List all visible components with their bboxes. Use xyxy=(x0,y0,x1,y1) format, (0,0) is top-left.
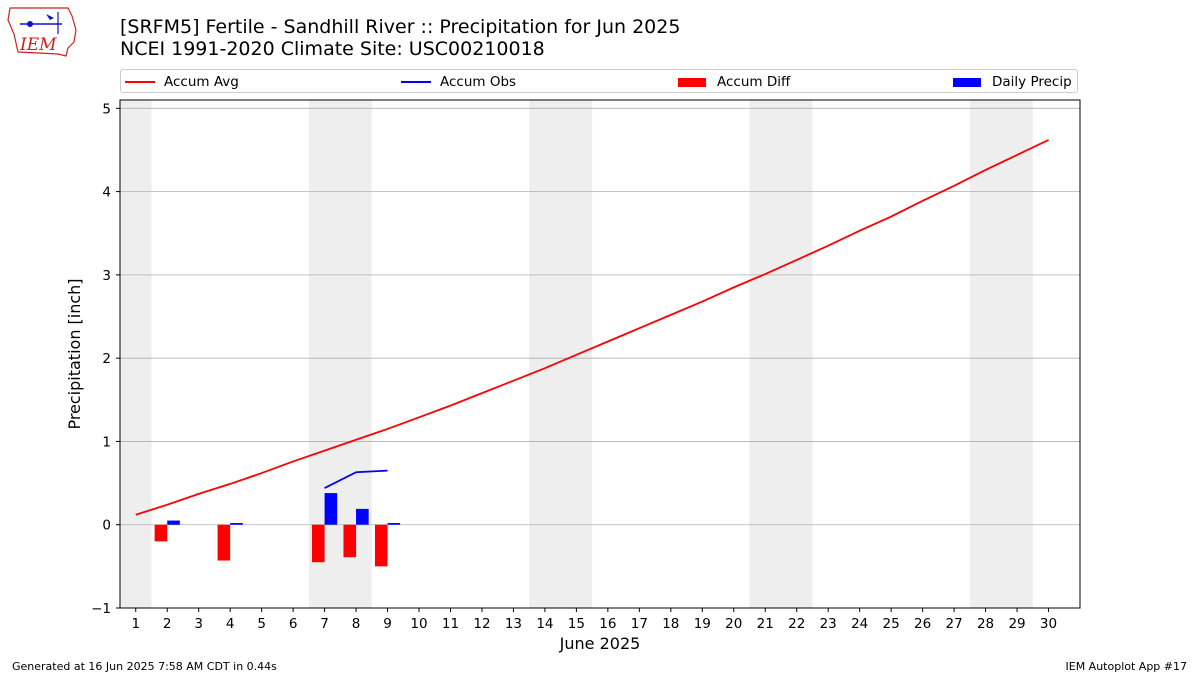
x-tick-label: 18 xyxy=(662,616,679,632)
x-tick-label: 22 xyxy=(788,616,805,632)
x-tick-label: 30 xyxy=(1040,616,1057,632)
daily-precip-bar xyxy=(324,493,338,525)
legend-label: Accum Obs xyxy=(440,74,517,90)
legend-label: Accum Diff xyxy=(717,74,791,90)
y-tick-label: 0 xyxy=(102,518,111,534)
bars xyxy=(154,493,401,567)
x-tick-label: 17 xyxy=(631,616,648,632)
plot-frame xyxy=(119,99,1081,609)
x-tick-label: 11 xyxy=(442,616,459,632)
x-tick-label: 29 xyxy=(1008,616,1025,632)
legend-item-accum-avg: Accum Avg xyxy=(125,70,239,94)
y-tick-label: −1 xyxy=(91,601,111,617)
y-tick-label: 5 xyxy=(102,101,111,117)
daily-precip-bar xyxy=(230,523,243,525)
title-line-1: [SRFM5] Fertile - Sandhill River :: Prec… xyxy=(120,16,681,38)
x-tick-label: 12 xyxy=(473,616,490,632)
legend: Accum Avg Accum Obs Accum Diff Daily Pre… xyxy=(120,69,1078,93)
legend-label: Daily Precip xyxy=(992,74,1072,90)
generated-timestamp: Generated at 16 Jun 2025 7:58 AM CDT in … xyxy=(12,660,277,673)
y-tick-label: 4 xyxy=(102,185,111,201)
title-line-2: NCEI 1991-2020 Climate Site: USC00210018 xyxy=(120,38,545,60)
lines xyxy=(135,139,1049,516)
x-tick-label: 25 xyxy=(883,616,900,632)
weekend-band xyxy=(529,100,593,608)
x-tick-label: 1 xyxy=(131,616,140,632)
daily-precip-bar xyxy=(167,520,180,525)
legend-item-daily-precip: Daily Precip xyxy=(953,70,1072,94)
x-tick-label: 15 xyxy=(568,616,585,632)
x-tick-label: 10 xyxy=(410,616,427,632)
legend-swatch xyxy=(678,77,706,87)
x-tick-label: 23 xyxy=(820,616,837,632)
legend-swatch xyxy=(401,81,431,83)
accum-diff-bar xyxy=(374,524,388,567)
weekend-band xyxy=(749,100,813,608)
x-tick-label: 24 xyxy=(851,616,868,632)
iem-logo: IEM xyxy=(6,4,82,60)
svg-text:IEM: IEM xyxy=(19,35,57,55)
x-tick-label: 9 xyxy=(383,616,392,632)
x-tick-label: 26 xyxy=(914,616,931,632)
accum-diff-bar xyxy=(154,524,168,542)
accum-avg-line xyxy=(135,139,1049,516)
daily-precip-bar xyxy=(356,508,369,525)
accum-obs-line xyxy=(324,469,388,489)
x-tick-label: 2 xyxy=(163,616,172,632)
chart-title: [SRFM5] Fertile - Sandhill River :: Prec… xyxy=(120,16,680,60)
accum-diff-bar xyxy=(312,524,325,563)
x-axis-label: June 2025 xyxy=(559,634,641,653)
y-tick-label: 3 xyxy=(102,268,111,284)
accum-diff-bar xyxy=(343,524,357,558)
weekend-band xyxy=(969,100,1033,608)
y-tick-label: 2 xyxy=(102,351,111,367)
x-tick-label: 19 xyxy=(694,616,711,632)
accum-diff-bar xyxy=(217,524,231,561)
gridlines xyxy=(120,107,1080,609)
x-tick-label: 6 xyxy=(289,616,298,632)
x-tick-label: 7 xyxy=(320,616,329,632)
x-tick-label: 28 xyxy=(977,616,994,632)
x-tick-label: 4 xyxy=(226,616,235,632)
legend-label: Accum Avg xyxy=(164,74,239,90)
x-tick-label: 5 xyxy=(257,616,266,632)
x-tick-label: 8 xyxy=(352,616,361,632)
weekend-band xyxy=(120,100,152,608)
y-tick-label: 1 xyxy=(102,434,111,450)
legend-swatch xyxy=(953,77,981,87)
legend-swatch xyxy=(125,81,155,83)
x-tick-label: 13 xyxy=(505,616,522,632)
legend-item-accum-diff: Accum Diff xyxy=(678,70,790,94)
daily-precip-bar xyxy=(387,523,401,525)
x-tick-label: 21 xyxy=(757,616,774,632)
weekend-shading xyxy=(120,100,1033,608)
x-tick-label: 3 xyxy=(194,616,203,632)
x-tick-label: 14 xyxy=(536,616,553,632)
autoplot-app-label: IEM Autoplot App #17 xyxy=(1065,660,1188,673)
y-axis-label: Precipitation [inch] xyxy=(65,278,84,429)
x-tick-label: 20 xyxy=(725,616,742,632)
x-tick-label: 27 xyxy=(946,616,963,632)
x-tick-label: 16 xyxy=(599,616,616,632)
legend-item-accum-obs: Accum Obs xyxy=(401,70,516,94)
